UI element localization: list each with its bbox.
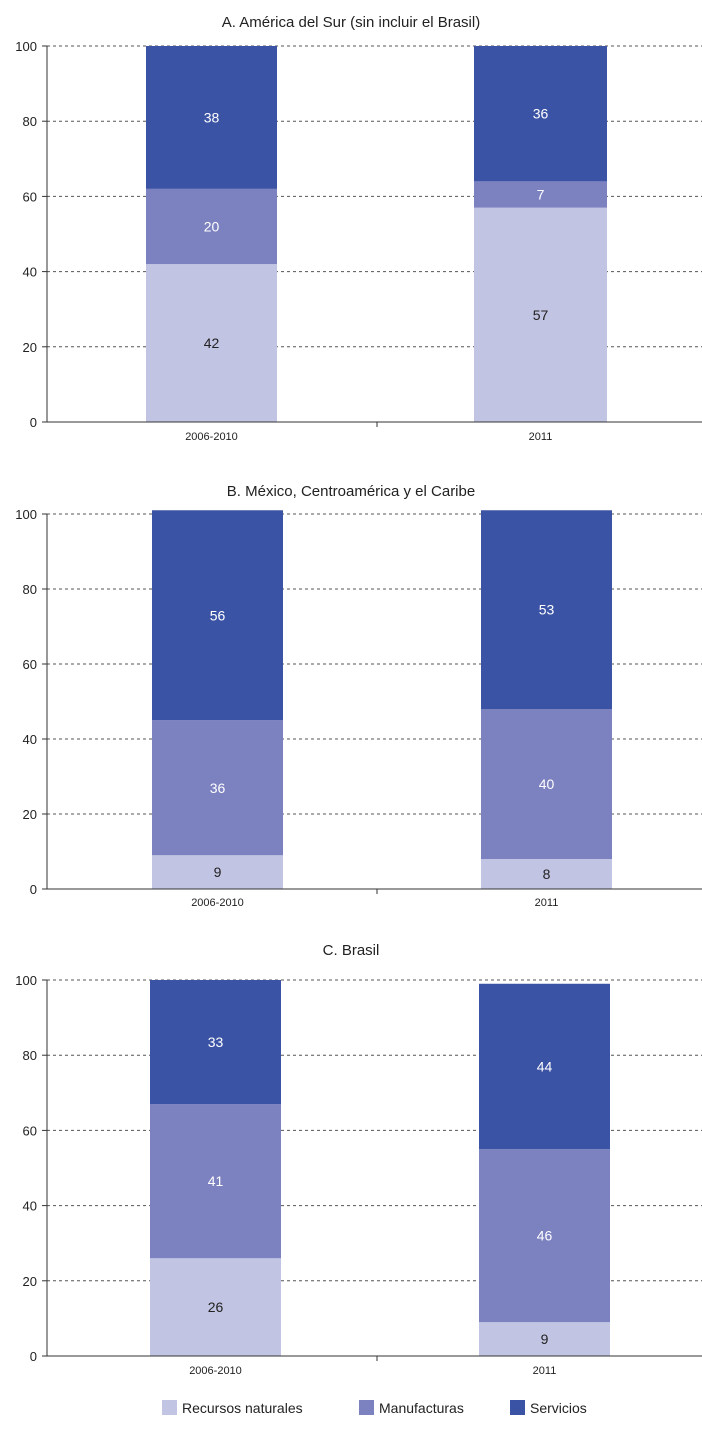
y-tick-label: 40 xyxy=(23,732,37,747)
data-label: 26 xyxy=(208,1299,224,1315)
legend-label: Manufacturas xyxy=(379,1400,464,1416)
bar-segment xyxy=(152,510,283,721)
y-tick-label: 40 xyxy=(23,1199,37,1214)
bar-segment xyxy=(481,859,612,889)
chart-panel-2: B. México, Centroamérica y el Caribe 0 20 4… xyxy=(15,483,702,909)
data-label: 9 xyxy=(214,864,222,880)
bar-segment xyxy=(152,720,283,856)
x-tick-label: 2006-2010 xyxy=(191,897,244,909)
chart-title: C. Brasil xyxy=(323,942,380,959)
y-tick-label: 100 xyxy=(15,973,37,988)
data-label: 56 xyxy=(210,607,226,623)
y-tick-label: 0 xyxy=(30,1349,37,1364)
data-label: 33 xyxy=(208,1034,224,1050)
data-label: 36 xyxy=(210,780,226,796)
legend-swatch xyxy=(162,1400,177,1415)
data-label: 53 xyxy=(539,602,555,618)
bar-segment xyxy=(474,46,607,182)
y-tick-label: 40 xyxy=(23,265,37,280)
y-tick-label: 80 xyxy=(23,1048,37,1063)
x-tick-label: 2011 xyxy=(533,1365,557,1377)
legend: Recursos naturales Manufacturas Servicios xyxy=(162,1400,587,1416)
x-tick-label: 2006-2010 xyxy=(189,1365,242,1377)
data-label: 40 xyxy=(539,776,555,792)
chart-panel-1: A. América del Sur (sin incluir el Brasi… xyxy=(15,14,702,443)
bar-segment xyxy=(146,188,277,265)
bar-segment xyxy=(152,855,283,889)
y-tick-label: 0 xyxy=(30,882,37,897)
y-tick-label: 0 xyxy=(30,415,37,430)
data-label: 42 xyxy=(204,335,220,351)
y-tick-label: 60 xyxy=(23,1123,37,1138)
y-tick-label: 20 xyxy=(23,1274,37,1289)
chart-title: B. México, Centroamérica y el Caribe xyxy=(227,483,475,500)
data-label: 38 xyxy=(204,109,220,125)
bar-segment xyxy=(150,980,281,1105)
y-tick-label: 80 xyxy=(23,582,37,597)
bar-segment xyxy=(146,264,277,422)
data-label: 7 xyxy=(537,187,545,203)
data-label: 46 xyxy=(537,1228,553,1244)
chart-panel-3: C. Brasil 0 20 40 60 80 100 26 41 33 2006-2010 9 46 4… xyxy=(15,942,702,1377)
legend-swatch xyxy=(359,1400,374,1415)
bar-segment xyxy=(150,1258,281,1356)
bar-segment xyxy=(474,181,607,208)
bar-segment xyxy=(474,207,607,422)
y-tick-label: 60 xyxy=(23,657,37,672)
bar-segment xyxy=(150,1104,281,1259)
y-tick-label: 100 xyxy=(15,507,37,522)
legend-label: Recursos naturales xyxy=(182,1400,303,1416)
legend-label: Servicios xyxy=(530,1400,587,1416)
data-label: 57 xyxy=(533,307,549,323)
bar-segment xyxy=(479,1322,610,1356)
x-tick-label: 2011 xyxy=(535,897,559,909)
bar-segment xyxy=(481,510,612,709)
data-label: 9 xyxy=(541,1331,549,1347)
y-tick-label: 60 xyxy=(23,189,37,204)
legend-swatch xyxy=(510,1400,525,1415)
y-tick-label: 20 xyxy=(23,807,37,822)
data-label: 20 xyxy=(204,218,220,234)
data-label: 44 xyxy=(537,1058,553,1074)
data-label: 41 xyxy=(208,1173,224,1189)
chart-title: A. América del Sur (sin incluir el Brasi… xyxy=(222,14,480,31)
y-tick-label: 80 xyxy=(23,114,37,129)
y-tick-label: 100 xyxy=(15,39,37,54)
bar-segment xyxy=(479,983,610,1150)
bar-segment xyxy=(146,46,277,189)
x-tick-label: 2011 xyxy=(529,431,553,443)
x-tick-label: 2006-2010 xyxy=(185,431,238,443)
bar-segment xyxy=(479,1149,610,1323)
data-label: 36 xyxy=(533,106,549,122)
y-tick-label: 20 xyxy=(23,340,37,355)
data-label: 8 xyxy=(543,866,551,882)
bar-segment xyxy=(481,709,612,859)
